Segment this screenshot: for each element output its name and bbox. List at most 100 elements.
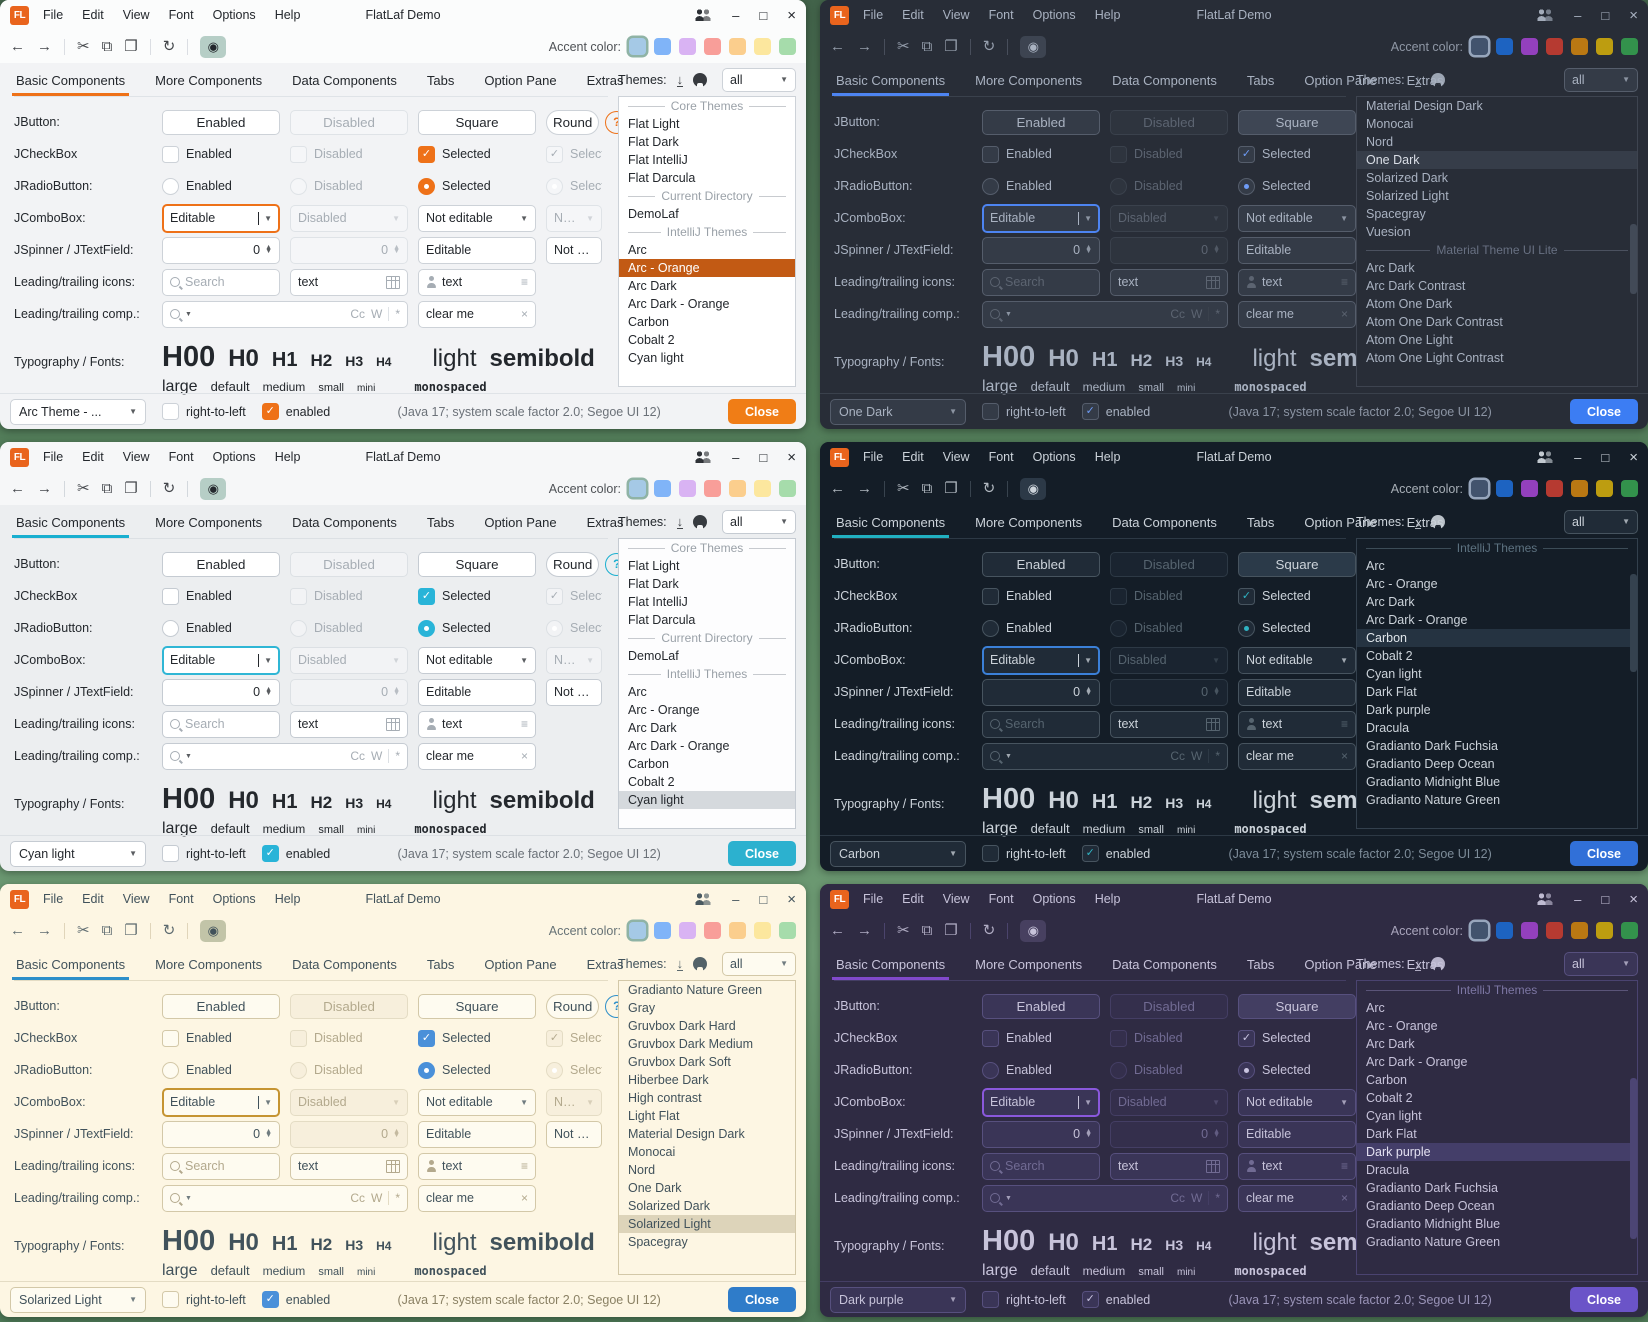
spinner[interactable]: 0 ▲ ▼ — [162, 236, 280, 264]
users-icon[interactable] — [1537, 451, 1554, 463]
menu-font[interactable]: Font — [988, 8, 1014, 22]
theme-list-item[interactable]: Arc Dark - Orange — [628, 739, 730, 753]
github-icon[interactable] — [693, 514, 708, 529]
menu-view[interactable]: View — [122, 8, 150, 22]
accent-swatch-7[interactable] — [1621, 480, 1638, 497]
radio-selected[interactable]: Selected — [1238, 177, 1311, 195]
theme-list-item[interactable]: Arc Dark - Orange — [1366, 1055, 1468, 1069]
radio-selected-disabled[interactable]: Selected disabled — [546, 619, 602, 637]
menu-edit[interactable]: Edit — [82, 8, 104, 22]
theme-list-item[interactable]: One Dark — [1357, 151, 1637, 169]
theme-list-item[interactable]: Flat Dark — [628, 135, 679, 149]
right-to-left-checkbox[interactable]: ✓right-to-left — [982, 403, 1066, 420]
whole-word-toggle[interactable]: W — [1191, 307, 1203, 321]
tab-tabs[interactable]: Tabs — [1246, 515, 1275, 530]
theme-list-item[interactable]: Atom One Light Contrast — [1366, 351, 1504, 365]
clear-icon[interactable]: × — [1340, 1191, 1348, 1205]
menu-help[interactable]: Help — [274, 892, 301, 906]
menu-help[interactable]: Help — [274, 8, 301, 22]
theme-list-item[interactable]: Atom One Light — [1366, 333, 1453, 347]
search-input[interactable]: Search — [162, 268, 280, 296]
download-icon[interactable]: ↓ — [676, 955, 684, 971]
theme-list-item[interactable]: DemoLaf — [628, 207, 679, 221]
theme-list-item[interactable]: Cyan light — [628, 351, 684, 365]
tab-tabs[interactable]: Tabs — [426, 73, 455, 88]
maximize-icon[interactable]: □ — [759, 449, 768, 465]
accent-swatch-2[interactable] — [654, 480, 671, 497]
paste-icon[interactable]: ❐ — [124, 480, 138, 497]
close-button[interactable]: Close — [727, 1287, 796, 1312]
paste-icon[interactable]: ❐ — [124, 38, 138, 55]
menu-file[interactable]: File — [863, 892, 884, 906]
tab-data-components[interactable]: Data Components — [1112, 515, 1217, 530]
theme-list-item[interactable]: Carbon — [1366, 1073, 1407, 1087]
cut-icon[interactable]: ✂ — [77, 480, 90, 497]
theme-list-item[interactable]: Arc - Orange — [619, 259, 795, 277]
clear-icon[interactable]: × — [1340, 307, 1348, 321]
tab-option-pane[interactable]: Option Pane — [1304, 73, 1377, 88]
github-icon[interactable] — [1431, 514, 1446, 529]
theme-list-item[interactable]: Atom One Dark — [1366, 297, 1453, 311]
calendar-icon[interactable] — [1206, 717, 1220, 731]
back-icon[interactable]: ← — [10, 38, 25, 55]
accent-swatch-1[interactable] — [629, 38, 646, 55]
accent-swatch-7[interactable] — [779, 38, 796, 55]
back-icon[interactable]: ← — [830, 38, 845, 55]
editable-textfield[interactable]: Editable — [1238, 1120, 1356, 1148]
clear-icon[interactable]: × — [520, 749, 528, 763]
tab-more-components[interactable]: More Components — [975, 73, 1083, 88]
not-editable-textfield[interactable]: Not editable — [546, 678, 602, 706]
theme-list[interactable]: Core Themes Flat Light Flat Dark Flat Intel… — [618, 538, 796, 829]
checkbox-selected[interactable]: ✓ Selected — [1238, 1029, 1311, 1047]
editable-combobox[interactable]: Editable ▼ — [982, 645, 1100, 675]
checkbox-enabled[interactable]: ✓Enabled — [982, 587, 1052, 605]
match-case-toggle[interactable]: Cc — [350, 749, 365, 763]
clear-icon[interactable]: × — [520, 1191, 528, 1205]
round-button[interactable]: Round — [546, 551, 600, 577]
theme-list-item[interactable]: Cobalt 2 — [628, 333, 675, 347]
spinner[interactable]: 0 ▲ ▼ — [982, 1120, 1100, 1148]
copy-icon[interactable]: ⧉ — [101, 38, 113, 55]
radio-disabled[interactable]: Disabled — [1110, 177, 1183, 195]
close-button[interactable]: Close — [727, 841, 796, 866]
editable-textfield[interactable]: Editable — [418, 678, 536, 706]
enabled-checkbox[interactable]: ✓ enabled — [261, 845, 330, 862]
theme-list-item[interactable]: Cyan light — [1366, 667, 1422, 681]
tab-data-components[interactable]: Data Components — [292, 515, 397, 530]
match-case-toggle[interactable]: Cc — [1170, 1191, 1185, 1205]
enabled-button[interactable]: Enabled — [162, 551, 280, 577]
search-comp-input[interactable]: ▼ Cc W * — [162, 742, 408, 770]
accent-swatch-4[interactable] — [1546, 480, 1563, 497]
tab-option-pane[interactable]: Option Pane — [1304, 957, 1377, 972]
not-editable-textfield[interactable]: Not editable — [546, 1120, 602, 1148]
accent-swatch-7[interactable] — [779, 480, 796, 497]
close-icon[interactable]: × — [787, 6, 796, 24]
menu-view[interactable]: View — [942, 892, 970, 906]
theme-combobox[interactable]: Carbon ▼ — [830, 840, 966, 867]
enabled-checkbox[interactable]: ✓ enabled — [1081, 845, 1150, 862]
right-to-left-checkbox[interactable]: ✓right-to-left — [162, 1291, 246, 1308]
close-icon[interactable]: × — [1629, 6, 1638, 24]
theme-list-item[interactable]: Solarized Dark — [628, 1199, 710, 1213]
square-button[interactable]: Square — [418, 993, 536, 1019]
square-button[interactable]: Square — [1238, 993, 1356, 1019]
users-icon[interactable] — [1537, 9, 1554, 21]
checkbox-disabled[interactable]: ✓Disabled — [290, 1029, 363, 1047]
close-button[interactable]: Close — [727, 399, 796, 424]
theme-list-item[interactable]: Atom One Dark Contrast — [1366, 315, 1503, 329]
tab-option-pane[interactable]: Option Pane — [484, 515, 557, 530]
regex-toggle[interactable]: * — [395, 1191, 400, 1205]
checkbox-disabled[interactable]: ✓Disabled — [290, 145, 363, 163]
checkbox-selected-disabled[interactable]: ✓Selected disabled — [546, 587, 602, 605]
tab-basic-components[interactable]: Basic Components — [831, 515, 950, 538]
theme-list-item[interactable]: Carbon — [1357, 629, 1637, 647]
forward-icon[interactable]: → — [857, 480, 872, 497]
theme-list-item[interactable]: Cobalt 2 — [1366, 1091, 1413, 1105]
theme-list[interactable]: Gradianto Nature Green Gray Gruvbox Dark H… — [618, 980, 796, 1275]
accent-swatch-5[interactable] — [1571, 38, 1588, 55]
theme-list-item[interactable]: Gradianto Nature Green — [1366, 1235, 1501, 1249]
users-icon[interactable] — [695, 451, 712, 463]
search-input[interactable]: Search — [982, 268, 1100, 296]
show-hover-icon[interactable]: ◉ — [1020, 35, 1047, 58]
tab-basic-components[interactable]: Basic Components — [11, 957, 130, 980]
